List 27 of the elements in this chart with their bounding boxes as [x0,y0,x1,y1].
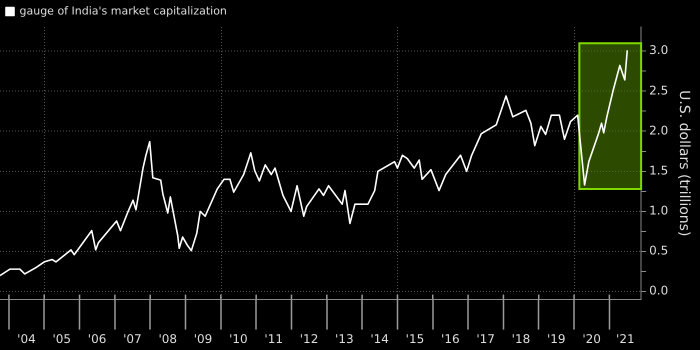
y-tick-label: 2.0 [649,123,668,138]
y-axis-title: U.S. dollars (trillions) [676,90,692,236]
x-tick-label: '16 [441,332,460,346]
legend-label: gauge of India's market capitalization [20,4,227,18]
x-tick-label: '20 [582,332,601,346]
y-tick-label: 1.0 [649,204,668,218]
y-tick-label: 3.0 [649,43,668,58]
x-tick-label: '15 [406,332,424,346]
x-tick-label: '13 [335,332,354,346]
y-tick-label: 2.5 [649,83,668,98]
y-tick-label: 1.5 [649,163,668,178]
x-tick-label: '18 [512,332,530,346]
x-tick-label: '21 [616,332,635,346]
x-tick-label: '17 [476,332,495,346]
y-tick-label: 0.0 [649,284,668,298]
x-tick-label: '11 [264,332,283,346]
x-tick-label: '14 [370,332,389,346]
x-tick-label: '10 [229,332,248,346]
x-tick-label: '04 [17,332,36,346]
x-tick-label: '05 [52,332,72,346]
x-tick-label: '08 [158,332,178,346]
x-tick-label: '12 [300,332,318,346]
x-tick-label: '19 [546,332,566,346]
x-tick-label: '09 [194,332,212,346]
y-tick-label: 0.5 [649,244,668,258]
x-tick-label: '06 [88,332,106,346]
x-tick-label: '07 [123,332,142,346]
